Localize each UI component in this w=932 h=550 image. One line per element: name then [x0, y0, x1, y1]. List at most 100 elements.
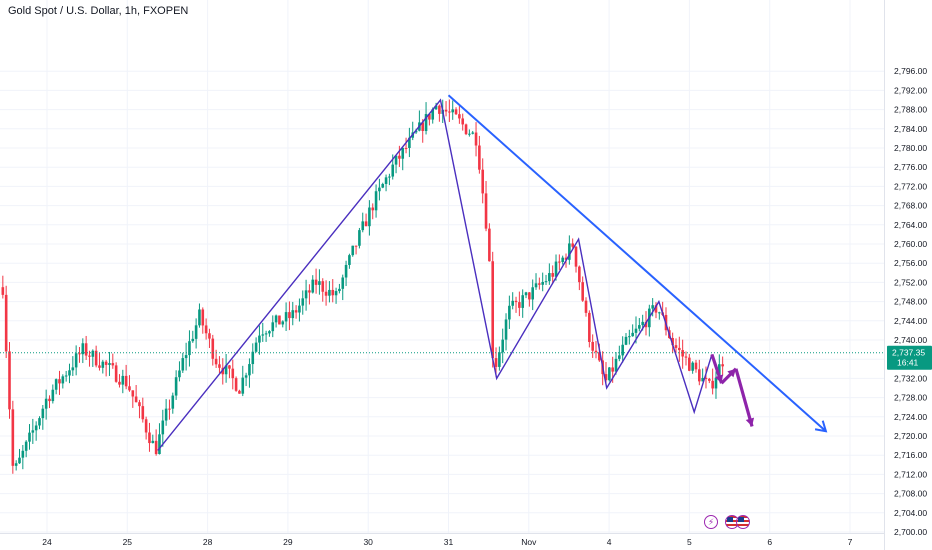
x-tick-label: 29 — [283, 537, 293, 547]
candle-body — [594, 350, 598, 353]
candle-body — [84, 343, 88, 356]
candle-body — [634, 328, 638, 333]
candle-body — [291, 310, 295, 319]
candle-body — [311, 279, 315, 293]
candle-body — [638, 325, 641, 329]
x-tick-label: 28 — [203, 537, 213, 547]
y-tick-label: 2,792.00 — [894, 85, 927, 95]
candle-body — [394, 155, 398, 165]
candle-body — [321, 281, 325, 292]
candle-body — [208, 333, 211, 339]
candle-body — [28, 432, 31, 442]
candle-body — [131, 390, 135, 397]
candle-body — [51, 389, 55, 402]
candle-body — [338, 288, 341, 292]
candle-body — [678, 347, 681, 351]
chart-title: Gold Spot / U.S. Dollar, 1h, FXOPEN — [8, 5, 189, 17]
candle-body — [681, 350, 684, 357]
candle-body — [188, 341, 191, 356]
candle-body — [538, 283, 541, 285]
candle-body — [14, 463, 18, 466]
candle-body — [144, 419, 148, 433]
candle-body — [514, 300, 518, 303]
candle-body — [481, 169, 485, 194]
candle-body — [241, 377, 245, 394]
x-tick-label: 7 — [848, 537, 853, 547]
candle-body — [461, 118, 465, 125]
candle-body — [164, 408, 168, 421]
candle-body — [134, 396, 138, 403]
candle-body — [621, 344, 624, 356]
y-tick-label: 2,752.00 — [894, 277, 927, 287]
drawing-layer — [0, 94, 884, 451]
candle-body — [244, 375, 248, 378]
candle-body — [458, 114, 461, 119]
y-tick-label: 2,712.00 — [894, 469, 927, 479]
projection-arrow — [734, 368, 754, 427]
candle-body — [174, 377, 178, 396]
candle-body — [254, 342, 258, 352]
candle-body — [694, 362, 698, 370]
candle-body — [721, 364, 724, 367]
candle-body — [354, 245, 358, 247]
candle-body — [91, 350, 95, 357]
candle-body — [711, 380, 714, 389]
candle-body — [544, 281, 548, 283]
candle-body — [531, 287, 534, 300]
candle-body — [111, 363, 115, 366]
candle-body — [398, 155, 401, 159]
candle-body — [404, 147, 408, 149]
candle-body — [641, 321, 644, 326]
candle-body — [388, 176, 391, 178]
x-tick-label: 25 — [123, 537, 133, 547]
candle-body — [168, 408, 171, 410]
candle-body — [618, 355, 621, 359]
candle-body — [568, 243, 571, 260]
time-axis[interactable]: 24 25 28 29 30 31 Nov 4 5 6 7 — [0, 533, 884, 548]
candle-body — [478, 145, 481, 170]
candle-body — [198, 309, 201, 326]
y-tick-label: 2,704.00 — [894, 508, 927, 518]
candle-body — [451, 109, 455, 113]
candle-body — [178, 370, 181, 378]
candle-body — [301, 298, 305, 306]
candle-body — [384, 177, 388, 184]
us-flag-icon[interactable] — [736, 515, 750, 529]
candle-body — [351, 245, 355, 256]
candle-body — [8, 351, 11, 410]
candle-body — [288, 312, 291, 319]
candle-body — [271, 322, 275, 332]
candle-body — [294, 310, 298, 313]
y-tick-label: 2,784.00 — [894, 124, 927, 134]
candle-body — [408, 137, 411, 148]
current-price-tag-bg — [887, 345, 932, 370]
candle-body — [574, 246, 578, 267]
candle-body — [308, 290, 311, 293]
candle-body — [18, 457, 21, 464]
x-tick-label: 4 — [607, 537, 612, 547]
candle-body — [374, 191, 378, 211]
y-tick-label: 2,760.00 — [894, 239, 927, 249]
candle-body — [171, 395, 175, 409]
y-tick-label: 2,780.00 — [894, 143, 927, 153]
candle-body — [554, 261, 558, 277]
candle-body — [501, 339, 505, 353]
candle-body — [318, 281, 321, 285]
candle-body — [328, 289, 331, 296]
lightning-icon[interactable]: ⚡ — [704, 515, 718, 529]
candle-body — [524, 292, 528, 296]
candle-body — [101, 361, 105, 368]
candle-body — [348, 255, 351, 265]
price-axis[interactable]: 2,700.00 2,704.00 2,708.00 2,712.00 2,716.00… — [884, 0, 928, 550]
candle-body — [548, 273, 551, 282]
candle-body — [498, 352, 501, 367]
candle-body — [248, 364, 251, 376]
candle-body — [428, 114, 431, 120]
candle-body — [541, 281, 544, 285]
candle-body — [98, 365, 101, 368]
candle-body — [204, 325, 208, 334]
candle-body — [708, 378, 711, 381]
candle-body — [508, 305, 511, 320]
candle-body — [671, 338, 674, 346]
candle-body — [158, 434, 161, 455]
